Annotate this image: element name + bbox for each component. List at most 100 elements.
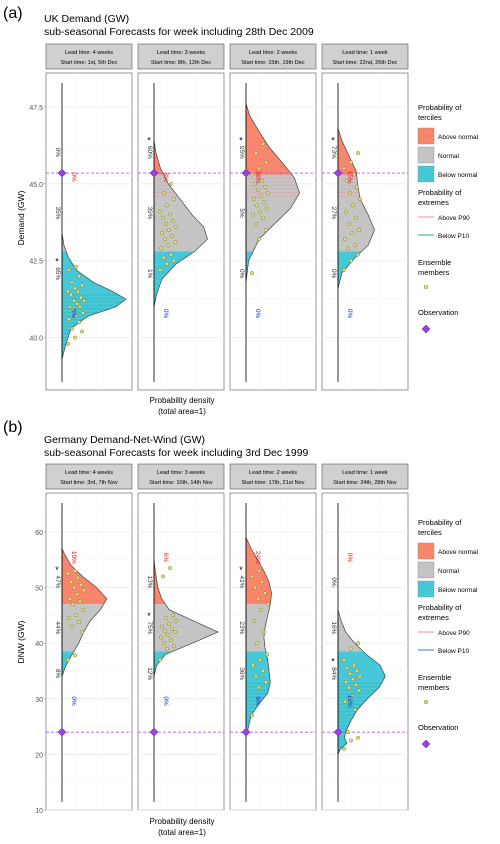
ensemble-member — [73, 286, 77, 291]
y-tick-label: 47.5 — [29, 105, 43, 112]
prob-label-below: 0% — [238, 269, 245, 279]
panel-header-start-time: Start time: 22nd, 26th Dec — [333, 60, 398, 66]
panel-header — [321, 463, 409, 490]
panel-header-lead-time: Lead time: 1 week — [342, 470, 388, 476]
ensemble-member — [350, 231, 354, 235]
ensemble-member — [165, 261, 169, 266]
ensemble-member — [265, 652, 269, 657]
ensemble-member — [257, 685, 261, 690]
ensemble-member — [358, 197, 362, 202]
y-ticks-a: 40.0 42.5 45.0 47.5 — [29, 105, 46, 343]
prob-label-p90: 38% — [254, 171, 261, 184]
ensemble-member — [261, 141, 265, 146]
panel-header-lead-time: Lead time: 4 weeks — [65, 470, 113, 476]
prob-label-below: 0% — [330, 269, 337, 279]
ensemble-member — [168, 212, 172, 217]
y-tick-label: 10 — [35, 808, 43, 815]
prob-label-p90: 8% — [162, 172, 169, 182]
ensemble-member — [342, 657, 346, 662]
ensemble-member — [255, 203, 259, 208]
ensemble-member — [355, 184, 359, 189]
ensemble-member — [171, 218, 175, 223]
ensemble-member — [254, 221, 258, 226]
prob-label-normal: 27% — [330, 207, 337, 220]
panel-header-lead-time: Lead time: 1 week — [342, 50, 388, 56]
ensemble-member — [172, 197, 176, 202]
ensemble-member — [250, 713, 254, 718]
legend-terciles-title: Probability of — [418, 103, 462, 112]
panel-label-b: (b) — [3, 419, 23, 436]
legend-observation-marker — [421, 324, 431, 334]
legend-extremes-title: extremes — [418, 198, 449, 207]
observation-marker — [57, 727, 67, 737]
ensemble-member — [342, 268, 346, 272]
ensemble-member — [251, 663, 255, 668]
ensemble-member — [169, 252, 173, 257]
ensemble-member — [258, 657, 262, 662]
ensemble-member — [347, 685, 351, 690]
ensemble-member — [251, 212, 255, 217]
legend-label: Normal — [438, 153, 460, 160]
ensemble-member — [72, 585, 76, 590]
panel-header — [229, 43, 317, 70]
panel-frame — [45, 492, 133, 811]
legend-terciles-title: terciles — [418, 528, 442, 537]
likely-tercile-star: * — [239, 135, 243, 145]
legend-swatch-above-normal — [417, 127, 435, 145]
prob-label-below: 84% — [330, 667, 337, 680]
ensemble-member — [351, 203, 355, 208]
ensemble-member — [252, 197, 256, 202]
figure-b: (b) Germany Demand-Net-Wind (GW) sub-sea… — [3, 419, 409, 837]
ensemble-member — [263, 184, 267, 189]
ensemble-member — [163, 628, 167, 633]
ensemble-member — [356, 735, 360, 740]
ensemble-member — [258, 209, 262, 214]
ensemble-member — [352, 172, 356, 177]
ensemble-member — [66, 571, 70, 576]
likely-tercile-star: * — [55, 565, 59, 575]
panel-header — [137, 43, 225, 70]
prob-label-p10: 0% — [254, 309, 261, 319]
prob-label-p90: 6% — [162, 553, 169, 563]
ensemble-member — [266, 191, 270, 195]
ensemble-member — [259, 194, 263, 199]
ensemble-member — [71, 602, 75, 607]
ensemble-member — [74, 314, 78, 319]
prob-label-above: 0% — [330, 577, 337, 587]
ensemble-member — [170, 234, 174, 239]
panel-header — [229, 463, 317, 490]
panel-header — [321, 43, 409, 70]
ensemble-member — [349, 258, 353, 263]
ensemble-member — [166, 632, 170, 637]
legend-extremes-title: Probability of — [418, 188, 462, 197]
panel-frame — [137, 492, 225, 811]
forecast-panel: Lead time: 3 weeks Start time: 8th, 12th … — [137, 43, 225, 391]
ensemble-member — [349, 738, 353, 743]
prob-label-normal: 39% — [146, 207, 153, 220]
ensemble-member — [354, 215, 358, 220]
legend-extremes-title: Probability of — [418, 603, 462, 612]
ensemble-member — [76, 575, 80, 580]
legend-terciles-title: Probability of — [418, 518, 462, 527]
y-axis-label-b: DNW (GW) — [16, 620, 26, 663]
observation-marker — [241, 727, 251, 737]
prob-label-p10: 6% — [254, 696, 261, 706]
prob-label-normal: 5% — [238, 208, 245, 218]
ensemble-member — [68, 304, 72, 309]
ensemble-member — [343, 237, 347, 242]
prob-label-above: 47% — [54, 576, 61, 589]
prob-label-below: 1% — [146, 269, 153, 279]
y-tick-label: 30 — [35, 697, 43, 704]
legend-member-marker — [423, 699, 429, 705]
y-axis-label-a: Demand (GW) — [16, 190, 26, 245]
ensemble-member — [79, 295, 83, 300]
ensemble-member — [67, 616, 71, 621]
ensemble-member — [342, 746, 346, 751]
legend-swatch-normal — [417, 561, 435, 579]
ensemble-member — [349, 646, 353, 651]
ensemble-member — [358, 674, 362, 679]
ensemble-member — [261, 669, 265, 673]
prob-label-normal: 35% — [54, 207, 61, 220]
